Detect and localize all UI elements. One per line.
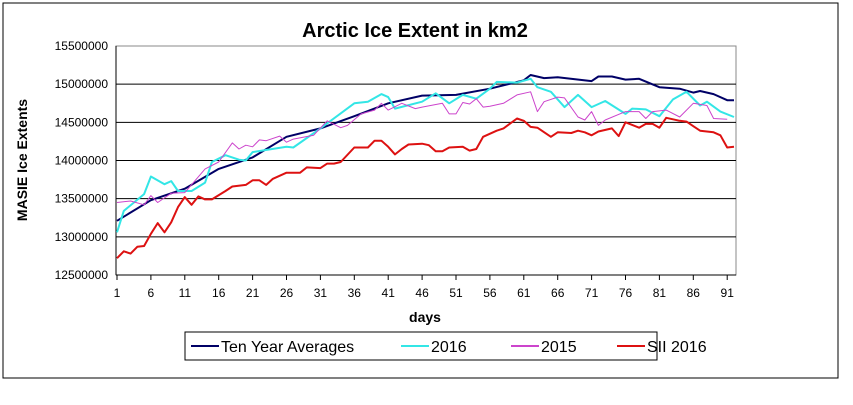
x-tick-label: 31	[314, 286, 328, 300]
y-tick-label: 15000000	[55, 77, 109, 91]
x-tick-label: 11	[179, 286, 192, 300]
x-tick-label: 6	[148, 286, 155, 300]
x-tick-label: 66	[551, 286, 565, 300]
x-tick-label: 91	[721, 286, 735, 300]
x-tick-label: 56	[483, 286, 497, 300]
x-tick-label: 51	[449, 286, 463, 300]
x-tick-label: 86	[687, 286, 701, 300]
y-tick-label: 14000000	[55, 154, 109, 168]
x-tick-label: 1	[114, 286, 121, 300]
series-line-sii-2016	[116, 116, 735, 259]
series-line-ten-year-averages	[116, 74, 734, 222]
x-tick-label: 36	[348, 286, 362, 300]
legend-label: SII 2016	[647, 339, 707, 356]
x-tick-label: 21	[246, 286, 260, 300]
x-tick-label: 71	[585, 286, 599, 300]
x-tick-label: 41	[382, 286, 396, 300]
series-line-2016	[116, 77, 735, 233]
x-tick-label: 46	[415, 286, 429, 300]
y-tick-label: 14500000	[55, 115, 109, 129]
x-tick-label: 81	[653, 286, 667, 300]
y-tick-label: 12500000	[55, 268, 109, 282]
x-tick-label: 16	[212, 286, 226, 300]
legend-label: 2015	[541, 339, 577, 356]
legend-label: Ten Year Averages	[221, 339, 354, 356]
x-tick-label: 26	[280, 286, 294, 300]
chart-title: Arctic Ice Extent in km2	[302, 20, 528, 42]
y-tick-label: 13500000	[55, 192, 109, 206]
series-line-2015	[116, 91, 728, 206]
legend: Ten Year Averages 2016 2015 SII 2016	[184, 331, 707, 361]
y-tick-label: 13000000	[55, 230, 109, 244]
x-axis-label: days	[409, 309, 441, 325]
x-tick-label: 61	[517, 286, 531, 300]
y-axis-label: MASIE Ice Extents	[14, 99, 30, 221]
legend-label: 2016	[431, 339, 467, 356]
x-tick-label: 76	[619, 286, 633, 300]
y-tick-label: 15500000	[55, 39, 109, 53]
